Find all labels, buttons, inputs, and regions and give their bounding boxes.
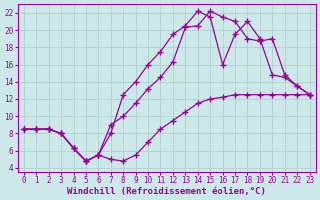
X-axis label: Windchill (Refroidissement éolien,°C): Windchill (Refroidissement éolien,°C) bbox=[67, 187, 266, 196]
